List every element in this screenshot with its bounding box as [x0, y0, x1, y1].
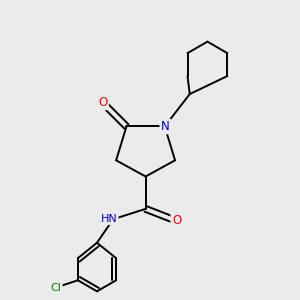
Text: HN: HN — [100, 214, 117, 224]
Text: N: N — [161, 120, 170, 133]
Text: O: O — [172, 214, 181, 227]
Text: Cl: Cl — [50, 283, 61, 293]
Text: O: O — [98, 96, 107, 109]
